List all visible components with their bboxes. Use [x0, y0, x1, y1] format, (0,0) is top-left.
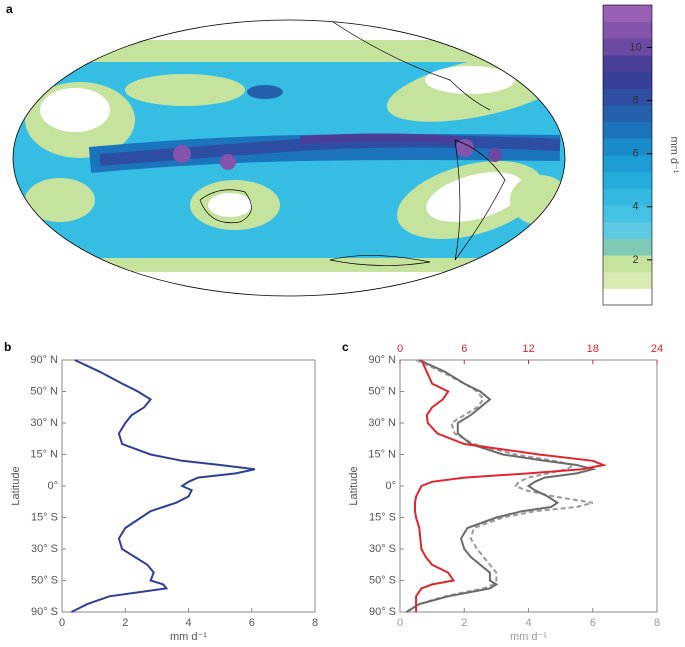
- y-tick-label: 30° N: [368, 417, 396, 429]
- x-tick-label: 6: [249, 617, 255, 629]
- colorbar-tick-label: 2: [632, 254, 638, 266]
- y-tick-label: 50° N: [368, 385, 396, 397]
- colorbar-swatch: [603, 188, 652, 206]
- x-tick-label: 0: [59, 617, 65, 629]
- y-tick-label: 50° S: [31, 574, 58, 586]
- y-tick-label: 15° N: [368, 448, 396, 460]
- y-tick-label: 30° N: [30, 417, 58, 429]
- colorbar-swatch: [603, 88, 652, 106]
- x2-tick-label: 18: [587, 343, 599, 355]
- y-tick-label: 50° S: [369, 574, 396, 586]
- y-tick-label: 0°: [385, 480, 396, 492]
- y-tick-label: 90° S: [31, 606, 58, 618]
- y-axis-label: Latitude: [348, 466, 360, 505]
- y-tick-label: 90° N: [368, 354, 396, 366]
- x2-tick-label: 6: [461, 343, 467, 355]
- map: [13, 20, 565, 296]
- panel-label: a: [6, 2, 13, 16]
- colorbar-swatch: [603, 255, 652, 273]
- y-tick-label: 30° S: [31, 543, 58, 555]
- map-border: [12, 19, 566, 297]
- colorbar-swatch: [603, 221, 652, 239]
- colorbar-swatch: [603, 205, 652, 223]
- colorbar-swatch: [603, 288, 652, 306]
- colorbar-label: mm d⁻¹: [668, 137, 680, 174]
- colorbar-tick-label: 8: [632, 94, 638, 106]
- y-tick-label: 90° S: [369, 606, 396, 618]
- x-tick-label: 2: [461, 617, 467, 629]
- colorbar-tick-label: 4: [632, 201, 638, 213]
- colorbar: [603, 5, 652, 306]
- x2-tick-label: 0: [397, 343, 403, 355]
- colorbar-swatch: [603, 55, 652, 73]
- x-tick-label: 4: [185, 617, 191, 629]
- colorbar-swatch: [603, 5, 652, 23]
- y-axis-label: Latitude: [10, 466, 22, 505]
- x-tick-label: 8: [312, 617, 318, 629]
- series-line: [414, 359, 608, 612]
- colorbar-swatch: [603, 155, 652, 173]
- x-tick-label: 4: [525, 617, 531, 629]
- colorbar-swatch: [603, 138, 652, 156]
- series-line: [405, 359, 594, 613]
- colorbar-swatch: [603, 21, 652, 39]
- x-tick-label: 2: [122, 617, 128, 629]
- y-tick-label: 30° S: [369, 543, 396, 555]
- colorbar-tick-label: 10: [629, 41, 641, 53]
- colorbar-swatch: [603, 238, 652, 256]
- colorbar-swatch: [603, 38, 652, 56]
- colorbar-swatch: [603, 105, 652, 123]
- colorbar-swatch: [603, 171, 652, 189]
- x-tick-label: 0: [397, 617, 403, 629]
- x-tick-label: 8: [654, 617, 660, 629]
- y-tick-label: 15° S: [369, 511, 396, 523]
- colorbar-swatch: [603, 121, 652, 139]
- y-tick-label: 90° N: [30, 354, 58, 366]
- x-tick-label: 6: [590, 617, 596, 629]
- colorbar-swatch: [603, 271, 652, 289]
- colorbar-swatch: [603, 71, 652, 89]
- panel-label: c: [342, 340, 349, 354]
- plot-frame: [61, 359, 316, 613]
- x2-tick-label: 12: [522, 343, 534, 355]
- panel-label: b: [4, 340, 11, 354]
- series-line: [405, 359, 597, 613]
- colorbar-tick-label: 6: [632, 148, 638, 160]
- x2-tick-label: 24: [651, 343, 663, 355]
- x-axis-label: mm d⁻¹: [510, 631, 547, 642]
- y-tick-label: 15° S: [31, 511, 58, 523]
- y-tick-label: 0°: [47, 480, 58, 492]
- y-tick-label: 50° N: [30, 385, 58, 397]
- series-line: [71, 359, 256, 613]
- y-tick-label: 15° N: [30, 448, 58, 460]
- x-axis-label: mm d⁻¹: [170, 631, 207, 642]
- colorbar-border: [602, 4, 653, 306]
